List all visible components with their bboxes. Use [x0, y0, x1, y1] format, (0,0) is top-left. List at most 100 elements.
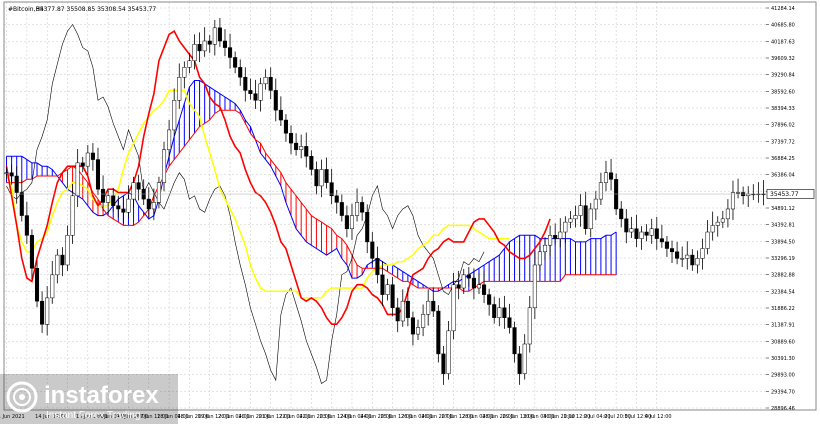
y-tick-label: 40187.63: [771, 39, 795, 45]
price-candle: [532, 264, 537, 309]
x-tick-label: 29 Jun 12:00: [503, 414, 535, 420]
x-tick-label: 28 Jun 04:00: [462, 414, 494, 420]
price-candle: [715, 221, 720, 226]
y-tick-label: 37896.02: [771, 123, 795, 129]
price-candle: [253, 93, 258, 101]
price-candle: [507, 317, 512, 328]
watermark-tagline: Instant Forex Trading: [46, 410, 141, 421]
price-candle: [217, 27, 222, 42]
y-tick-label: 40685.80: [771, 23, 795, 29]
price-candle: [319, 169, 324, 187]
price-candle: [390, 284, 395, 309]
price-candle: [502, 307, 507, 318]
price-candle: [45, 297, 50, 325]
price-candle: [258, 83, 263, 101]
price-candle: [675, 251, 680, 259]
price-candle: [106, 195, 111, 203]
price-candle: [187, 60, 192, 68]
price-candle: [461, 274, 466, 289]
chikou-span-line: [6, 23, 485, 384]
price-candle: [563, 221, 568, 233]
price-candle: [55, 254, 60, 276]
y-tick-label: 30391.30: [771, 356, 795, 362]
price-candle: [598, 182, 603, 200]
price-candle: [476, 284, 482, 289]
x-tick-label: 26 Jun 04:00: [401, 414, 433, 420]
price-candle: [197, 44, 202, 52]
x-tick-label: 15 Jun 12:00: [76, 414, 108, 420]
x-tick-label: 26 Jun 20:00: [421, 414, 453, 420]
price-candle: [431, 300, 436, 312]
price-candle: [685, 254, 690, 259]
x-tick-label: 28 Jun 20:00: [482, 414, 514, 420]
price-candle: [40, 300, 45, 325]
x-tick-label: 1 Jul 12:00: [564, 414, 591, 420]
price-candle: [426, 300, 431, 315]
y-tick-label: 36884.25: [771, 156, 795, 162]
x-tick-label: 4 Jul 12:00: [645, 414, 672, 420]
price-candle: [349, 215, 355, 229]
price-candle: [131, 182, 136, 200]
price-candle: [324, 169, 329, 183]
price-candle: [70, 195, 75, 236]
price-candle: [365, 212, 370, 243]
x-tick-label: 16 Jun 20:00: [116, 414, 148, 420]
price-candle: [669, 248, 675, 253]
price-candle: [609, 172, 614, 180]
x-tick-label: 30 Jun 20:00: [543, 414, 575, 420]
price-candle: [375, 258, 380, 276]
price-candle: [720, 218, 725, 223]
price-candle: [202, 40, 207, 52]
price-candle: [527, 307, 532, 345]
price-candle: [34, 268, 40, 302]
price-candle: [558, 231, 563, 239]
price-candle: [299, 146, 304, 150]
x-tick-label: 22 Jun 20:00: [299, 414, 331, 420]
y-tick-label: 32384.54: [771, 289, 795, 295]
y-tick-label: 34891.12: [771, 206, 795, 212]
price-candle: [304, 146, 309, 157]
price-candle: [273, 90, 278, 111]
x-tick-label: 2 Jul 04:00: [584, 414, 611, 420]
price-candle: [355, 202, 360, 216]
current-price-box: [766, 189, 815, 199]
price-candle: [14, 175, 19, 193]
price-candle: [451, 284, 456, 332]
y-tick-label: 29394.70: [771, 389, 795, 395]
price-candle: [4, 172, 9, 174]
chart-symbol: #Bitcoin,H4: [8, 6, 44, 13]
price-candle: [705, 231, 710, 249]
price-candle: [167, 129, 172, 150]
price-candle: [588, 208, 593, 229]
watermark-brand: instaforex: [44, 382, 159, 409]
price-candle: [360, 202, 365, 213]
price-candle: [243, 76, 248, 91]
price-candle: [482, 284, 487, 295]
y-tick-label: 28896.46: [771, 406, 795, 412]
plot-frame: [3, 1, 817, 411]
price-candle: [603, 172, 609, 183]
price-candle: [537, 251, 542, 266]
price-candle: [151, 202, 156, 210]
watermark: instaforex Instant Forex Trading: [0, 374, 178, 424]
price-candle: [192, 44, 197, 62]
price-candle: [9, 172, 14, 177]
price-candle: [19, 192, 24, 216]
price-candle: [410, 317, 415, 335]
price-candle: [578, 205, 583, 216]
price-candle: [294, 142, 299, 150]
price-candle: [263, 76, 268, 85]
price-candle: [629, 228, 634, 233]
current-price-label: 35453.77: [770, 191, 799, 198]
price-candle: [730, 192, 736, 210]
x-tick-label: 19 Jun 12:00: [198, 414, 230, 420]
price-candle: [121, 208, 126, 213]
instaforex-logo-icon: [6, 381, 38, 413]
price-candle: [471, 277, 476, 289]
price-candle: [101, 188, 106, 203]
price-candle: [75, 162, 80, 197]
price-candle: [177, 76, 182, 101]
